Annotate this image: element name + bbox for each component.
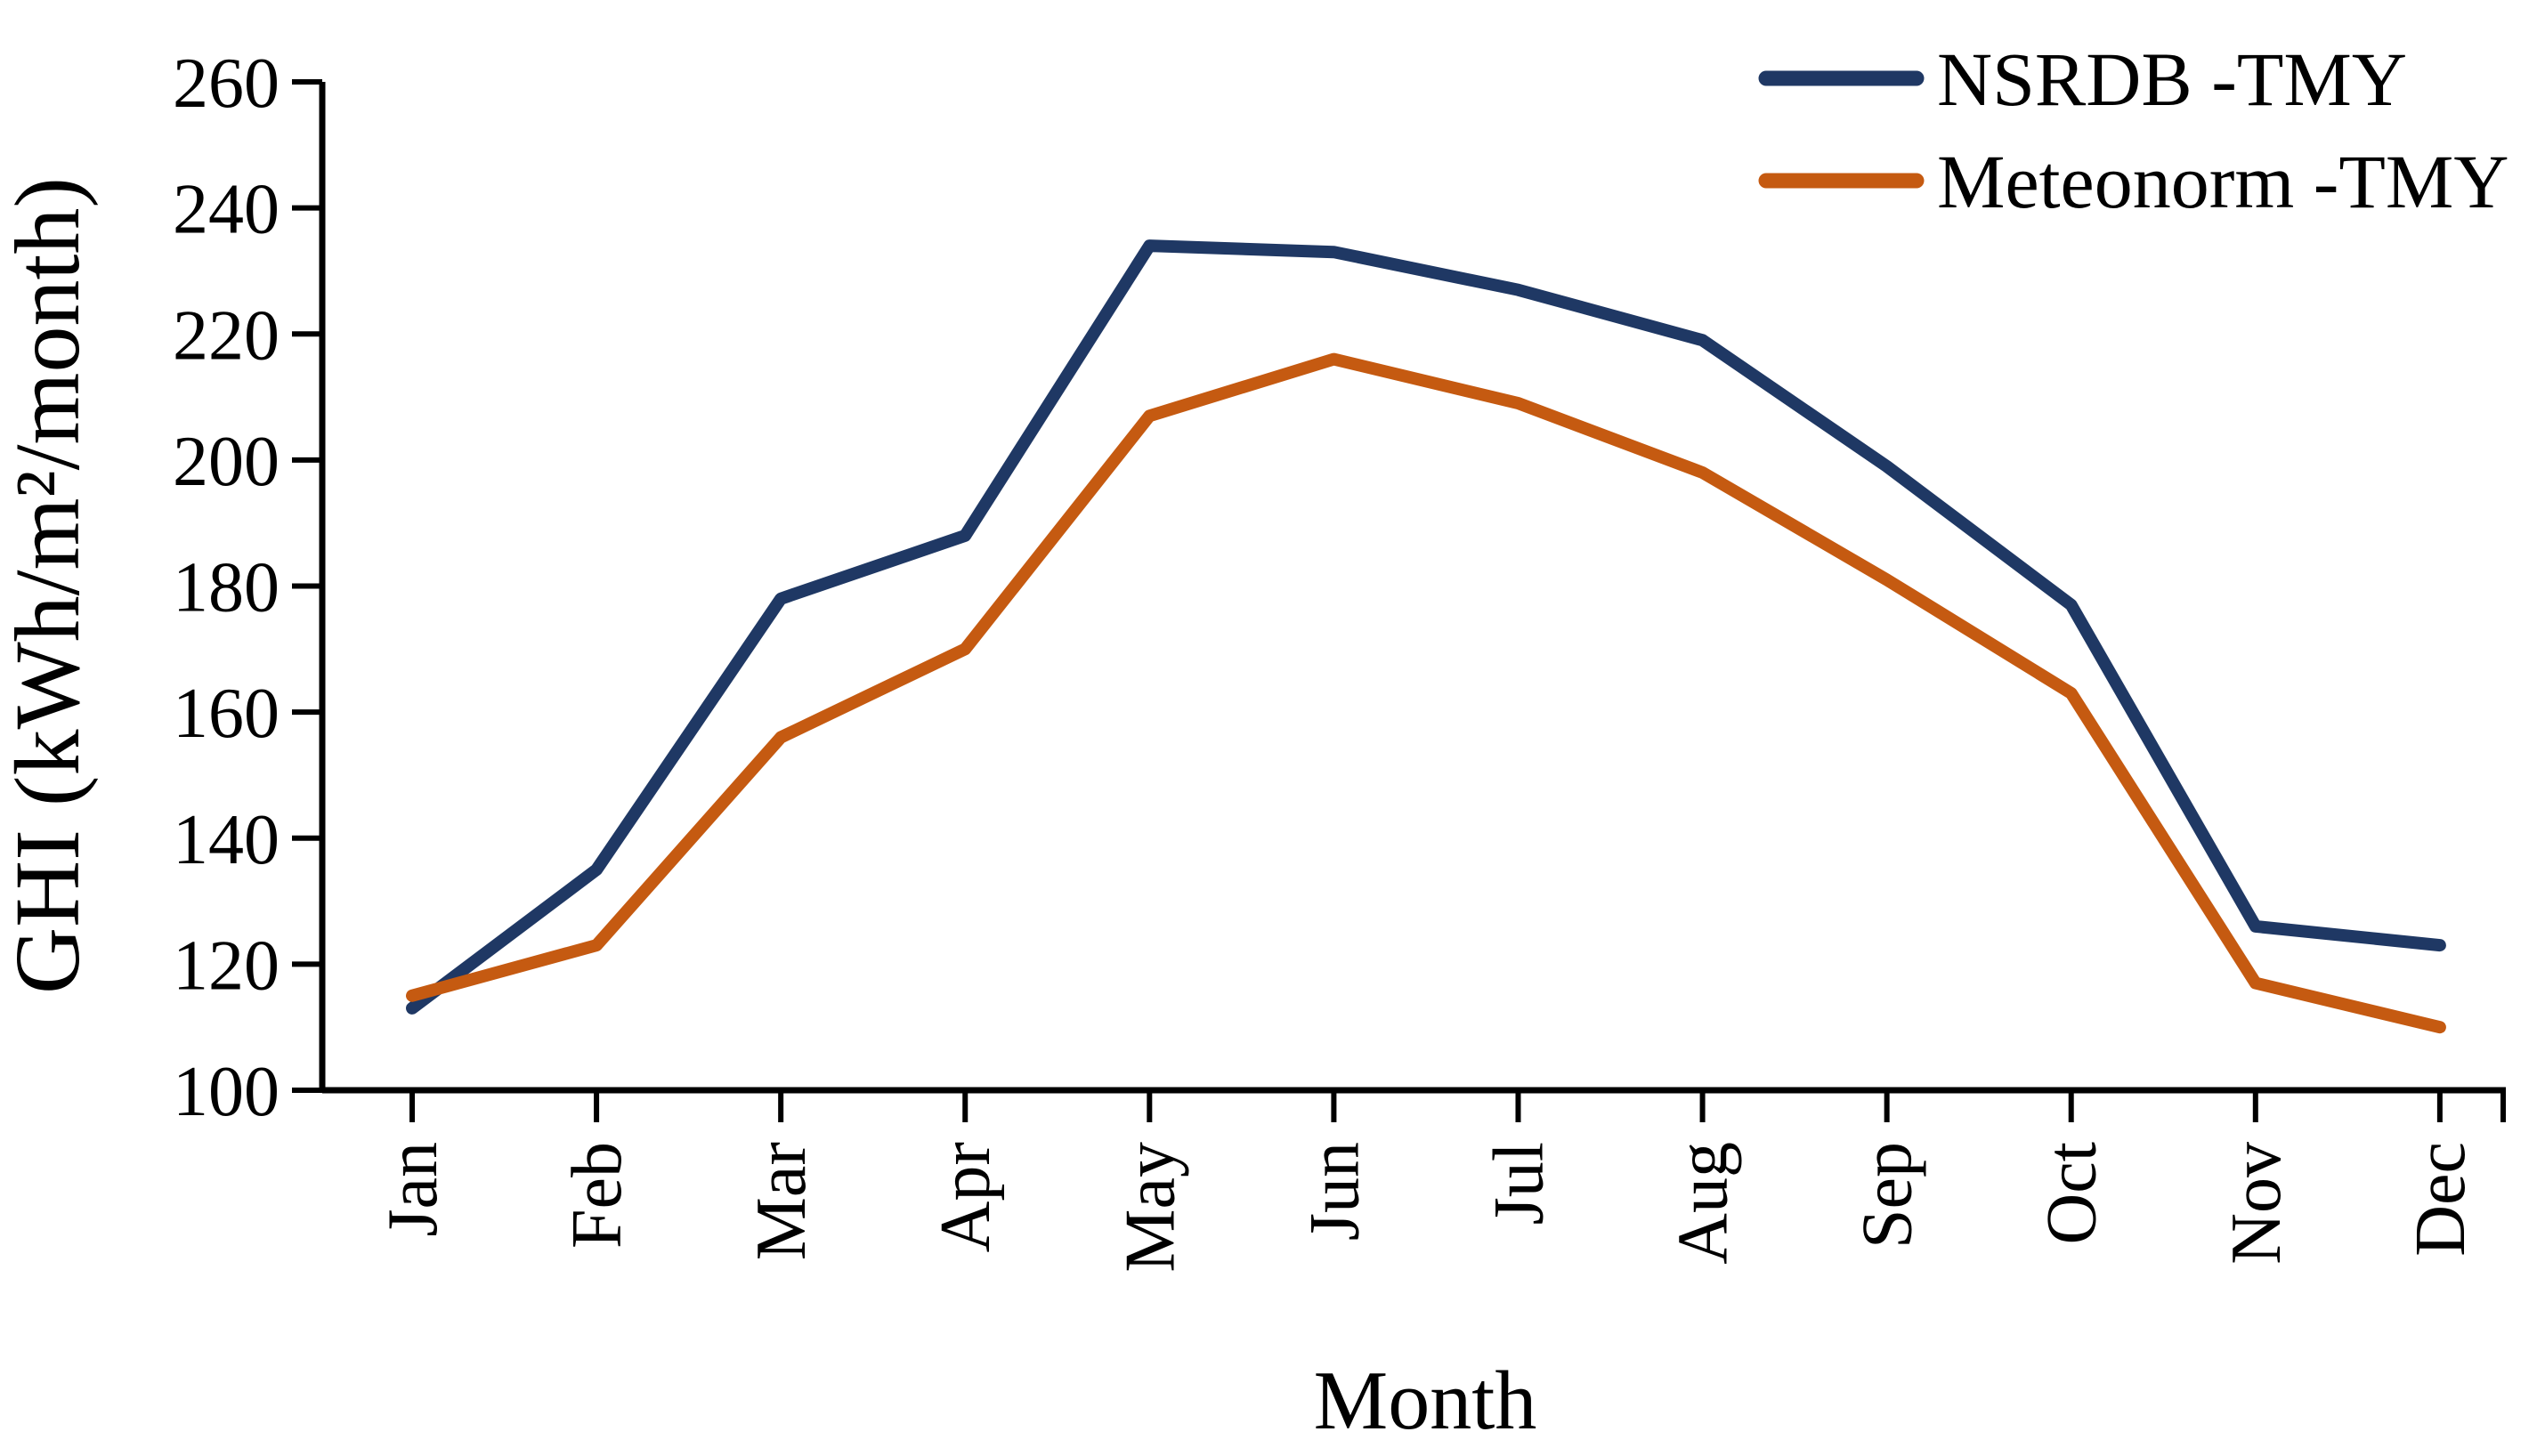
month-label: Sep: [1849, 1142, 1927, 1249]
month-label: Dec: [2402, 1142, 2480, 1257]
y-tick-label: 180: [173, 549, 280, 627]
legend-label-meteonorm-tmy: Meteonorm -TMY: [1937, 139, 2509, 224]
month-label: Jul: [1479, 1142, 1558, 1225]
month-label: Jan: [374, 1142, 452, 1237]
month-label: Apr: [927, 1142, 1005, 1252]
y-tick-label: 220: [173, 296, 280, 375]
y-tick-label: 200: [173, 423, 280, 501]
y-tick-label: 260: [173, 44, 280, 123]
month-label: Aug: [1665, 1142, 1743, 1265]
series-line-meteonorm-tmy: [406, 352, 2446, 1034]
y-tick-label: 240: [173, 171, 280, 249]
y-tick-label: 160: [173, 675, 280, 753]
month-label: Jun: [1295, 1142, 1374, 1241]
x-axis-title: Month: [1314, 1355, 1537, 1447]
month-label: May: [1111, 1142, 1189, 1273]
legend-label-nsrdb-tmy: NSRDB -TMY: [1937, 36, 2407, 122]
month-label: Oct: [2033, 1142, 2111, 1245]
legend: NSRDB -TMY Meteonorm -TMY: [1758, 36, 2509, 224]
month-label: Nov: [2217, 1142, 2296, 1265]
y-tick-label: 120: [173, 926, 280, 1005]
y-axis-title: GHI (kWh/m²/month): [0, 177, 99, 994]
month-label: Mar: [742, 1142, 821, 1260]
series-line-nsrdb-tmy: [406, 239, 2446, 1015]
month-label: Feb: [558, 1142, 636, 1249]
y-tick-label: 100: [173, 1053, 280, 1131]
plot-area: 100 120 140 160 180 200 220 240 260 Jan Feb Mar Apr M…: [173, 44, 2506, 1273]
y-tick-label: 140: [173, 801, 280, 879]
